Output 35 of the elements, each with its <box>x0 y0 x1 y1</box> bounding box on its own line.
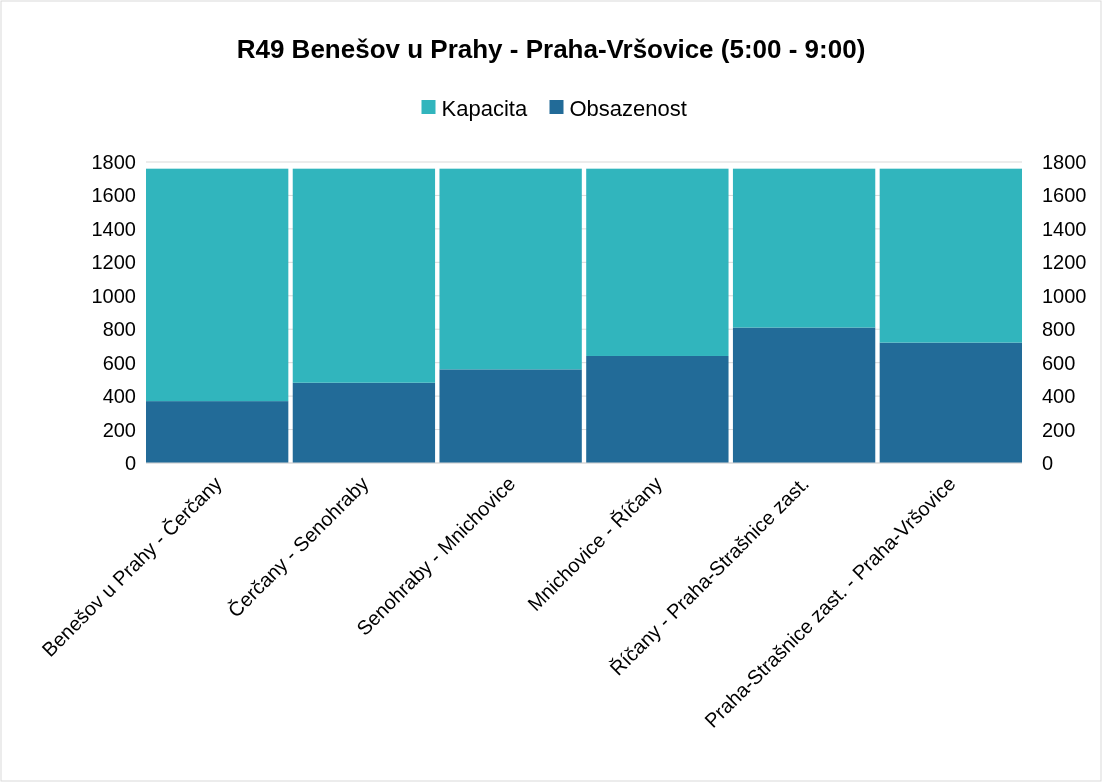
y-tick-label: 400 <box>102 385 136 408</box>
bar <box>732 168 876 328</box>
y2-tick-label: 1000 <box>1042 284 1087 307</box>
y-tick-label: 1400 <box>91 217 136 240</box>
bar <box>439 369 582 463</box>
legend-label: Kapacita <box>441 95 528 121</box>
y2-tick-label: 400 <box>1042 385 1076 408</box>
y-tick-label: 1800 <box>91 151 136 173</box>
y2-tick-label: 800 <box>1042 318 1076 341</box>
chart-title: R49 Benešov u Prahy - Praha-Vršovice (5:00 - 9:00) <box>236 34 866 64</box>
y2-tick-label: 0 <box>1042 452 1054 474</box>
bar <box>879 342 1022 463</box>
y2-tick-label: 1400 <box>1042 217 1087 240</box>
y-tick-label: 200 <box>102 418 136 441</box>
y-tick-label: 600 <box>102 351 136 374</box>
bar <box>586 355 729 463</box>
bar <box>732 327 876 463</box>
bar <box>146 401 289 463</box>
y-tick-label: 0 <box>124 452 136 474</box>
y2-tick-label: 1600 <box>1042 184 1087 207</box>
bar <box>439 168 582 370</box>
y2-tick-label: 1800 <box>1042 151 1087 173</box>
y-tick-label: 1200 <box>91 251 136 274</box>
y2-tick-label: 600 <box>1042 351 1076 374</box>
bar <box>292 382 436 463</box>
y-tick-label: 800 <box>102 318 136 341</box>
y2-tick-label: 200 <box>1042 418 1076 441</box>
bar <box>879 168 1022 343</box>
y-tick-label: 1000 <box>91 284 136 307</box>
y2-tick-label: 1200 <box>1042 251 1087 274</box>
y-tick-label: 1600 <box>91 184 136 207</box>
legend-label: Obsazenost <box>569 95 687 121</box>
bar <box>586 168 729 356</box>
bar <box>146 168 289 402</box>
bar <box>292 168 436 383</box>
